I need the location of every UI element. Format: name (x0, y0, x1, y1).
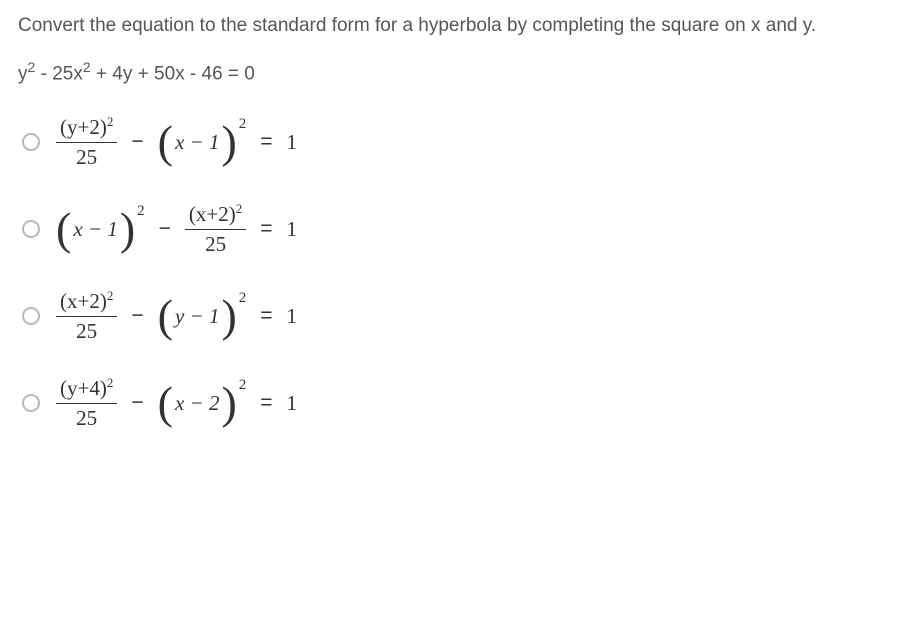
equals-operator: = (252, 391, 280, 415)
fraction: (x+2)2 25 (185, 202, 246, 257)
minus-operator: − (123, 130, 151, 154)
rhs-value: 1 (287, 391, 298, 416)
equals-operator: = (252, 304, 280, 328)
question-equation: y2 - 25x2 + 4y + 50x - 46 = 0 (18, 59, 903, 85)
options-list: (y+2)2 25 − ( x − 1 ) 2 = 1 ( x − 1 ) 2 … (18, 115, 903, 431)
paren-term: ( x − 2 ) 2 (158, 385, 247, 422)
option-a[interactable]: (y+2)2 25 − ( x − 1 ) 2 = 1 (22, 115, 903, 170)
rhs-value: 1 (287, 217, 298, 242)
option-d[interactable]: (y+4)2 25 − ( x − 2 ) 2 = 1 (22, 376, 903, 431)
rhs-value: 1 (287, 130, 298, 155)
equals-operator: = (252, 217, 280, 241)
paren-term: ( x − 1 ) 2 (158, 124, 247, 161)
rhs-value: 1 (287, 304, 298, 329)
fraction: (y+4)2 25 (56, 376, 117, 431)
minus-operator: − (123, 304, 151, 328)
fraction: (y+2)2 25 (56, 115, 117, 170)
minus-operator: − (123, 391, 151, 415)
paren-term: ( y − 1 ) 2 (158, 298, 247, 335)
question-prompt: Convert the equation to the standard for… (18, 12, 903, 41)
option-c[interactable]: (x+2)2 25 − ( y − 1 ) 2 = 1 (22, 289, 903, 344)
fraction: (x+2)2 25 (56, 289, 117, 344)
equals-operator: = (252, 130, 280, 154)
option-d-expression: (y+4)2 25 − ( x − 2 ) 2 = 1 (56, 376, 297, 431)
radio-button[interactable] (22, 394, 40, 412)
radio-button[interactable] (22, 220, 40, 238)
paren-term: ( x − 1 ) 2 (56, 211, 145, 248)
option-b[interactable]: ( x − 1 ) 2 − (x+2)2 25 = 1 (22, 202, 903, 257)
option-c-expression: (x+2)2 25 − ( y − 1 ) 2 = 1 (56, 289, 297, 344)
minus-operator: − (151, 217, 179, 241)
option-a-expression: (y+2)2 25 − ( x − 1 ) 2 = 1 (56, 115, 297, 170)
radio-button[interactable] (22, 133, 40, 151)
option-b-expression: ( x − 1 ) 2 − (x+2)2 25 = 1 (56, 202, 297, 257)
radio-button[interactable] (22, 307, 40, 325)
